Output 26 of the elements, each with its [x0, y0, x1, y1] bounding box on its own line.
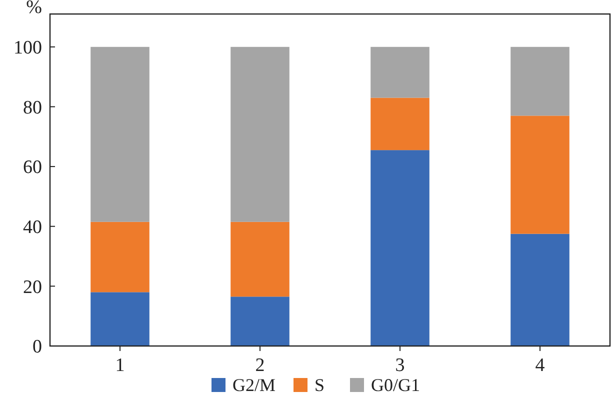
legend-label: S — [314, 375, 325, 395]
bar — [90, 222, 150, 292]
x-tick-label: 3 — [395, 355, 405, 376]
y-axis-title: % — [26, 0, 42, 18]
legend-label: G2/M — [232, 375, 276, 395]
bar — [510, 116, 570, 234]
bar — [230, 46, 290, 222]
x-tick-label: 4 — [535, 355, 546, 376]
y-tick-label: 20 — [23, 276, 42, 298]
bar — [510, 234, 570, 346]
bar — [510, 46, 570, 116]
y-tick-label: 40 — [23, 217, 42, 238]
bar — [370, 46, 430, 98]
x-tick-label: 1 — [115, 355, 125, 376]
bar — [370, 98, 430, 150]
y-tick-label: 100 — [14, 38, 42, 59]
bar — [90, 46, 150, 222]
y-tick-label: 60 — [23, 157, 42, 178]
bar — [230, 222, 290, 297]
y-tick-label: 0 — [32, 336, 42, 358]
bar — [370, 150, 430, 346]
x-tick-label: 2 — [255, 355, 265, 376]
y-tick-label: 80 — [23, 97, 42, 118]
legend-label: G0/G1 — [371, 375, 420, 395]
bar — [90, 292, 150, 346]
bar — [230, 296, 290, 346]
